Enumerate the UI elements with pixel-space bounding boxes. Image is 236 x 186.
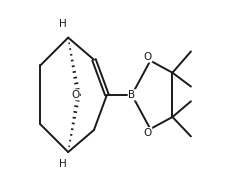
- Text: O: O: [143, 52, 152, 62]
- Text: H: H: [59, 19, 67, 29]
- Text: O: O: [143, 128, 152, 138]
- Text: B: B: [128, 90, 135, 100]
- Text: H: H: [59, 159, 67, 169]
- Text: O: O: [71, 90, 79, 100]
